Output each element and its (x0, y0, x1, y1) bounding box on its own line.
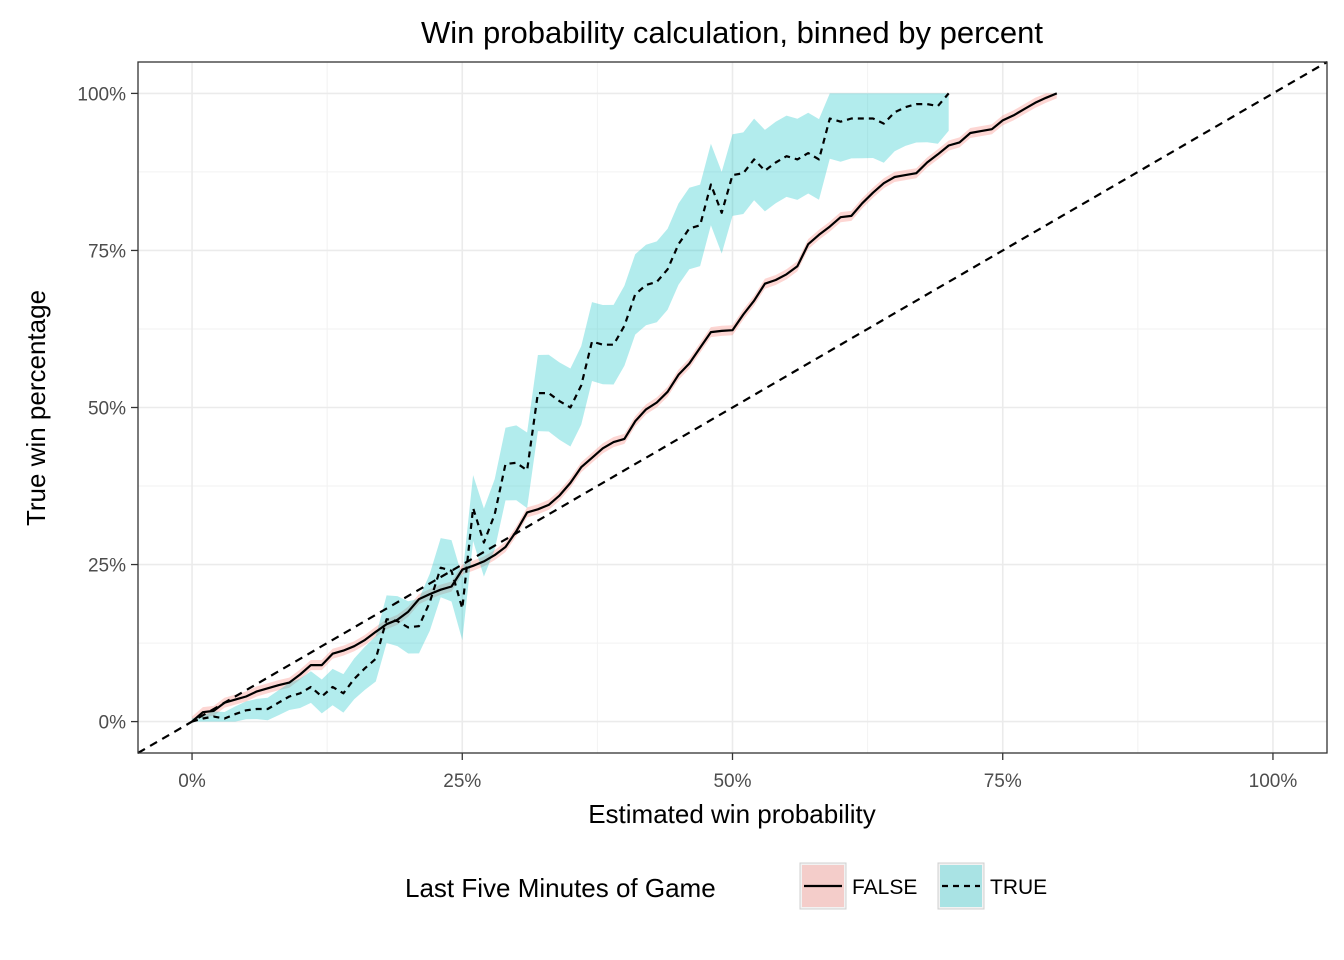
series-line-false (191, 92, 1058, 723)
x-axis-ticks: 0% 25% 50% 75% 100% (178, 753, 1297, 792)
y-tick-label: 25% (88, 556, 126, 577)
x-tick-label: 0% (178, 771, 206, 792)
y-tick-label: 50% (88, 399, 126, 420)
y-tick-label: 0% (99, 713, 127, 734)
identity-line (137, 61, 1328, 754)
y-tick-label: 75% (88, 241, 126, 262)
x-tick-label: 25% (443, 771, 481, 792)
x-tick-label: 75% (984, 771, 1022, 792)
legend-title: Last Five Minutes of Game (405, 873, 716, 903)
y-axis-ticks: 0% 25% 50% 75% 100% (77, 84, 138, 734)
x-axis-title: Estimated win probability (588, 799, 876, 829)
legend-label-true: TRUE (990, 876, 1047, 899)
y-tick-label: 100% (77, 84, 126, 105)
x-tick-label: 50% (713, 771, 751, 792)
chart-title: Win probability calculation, binned by p… (421, 15, 1043, 50)
reference-line (137, 61, 1328, 754)
legend-label-false: FALSE (852, 876, 917, 899)
series-line-true (191, 92, 950, 723)
legend: Last Five Minutes of Game FALSE TRUE (405, 862, 1047, 910)
series-lines (191, 92, 1058, 723)
y-axis-title: True win percentage (21, 290, 51, 526)
x-tick-label: 100% (1249, 771, 1298, 792)
